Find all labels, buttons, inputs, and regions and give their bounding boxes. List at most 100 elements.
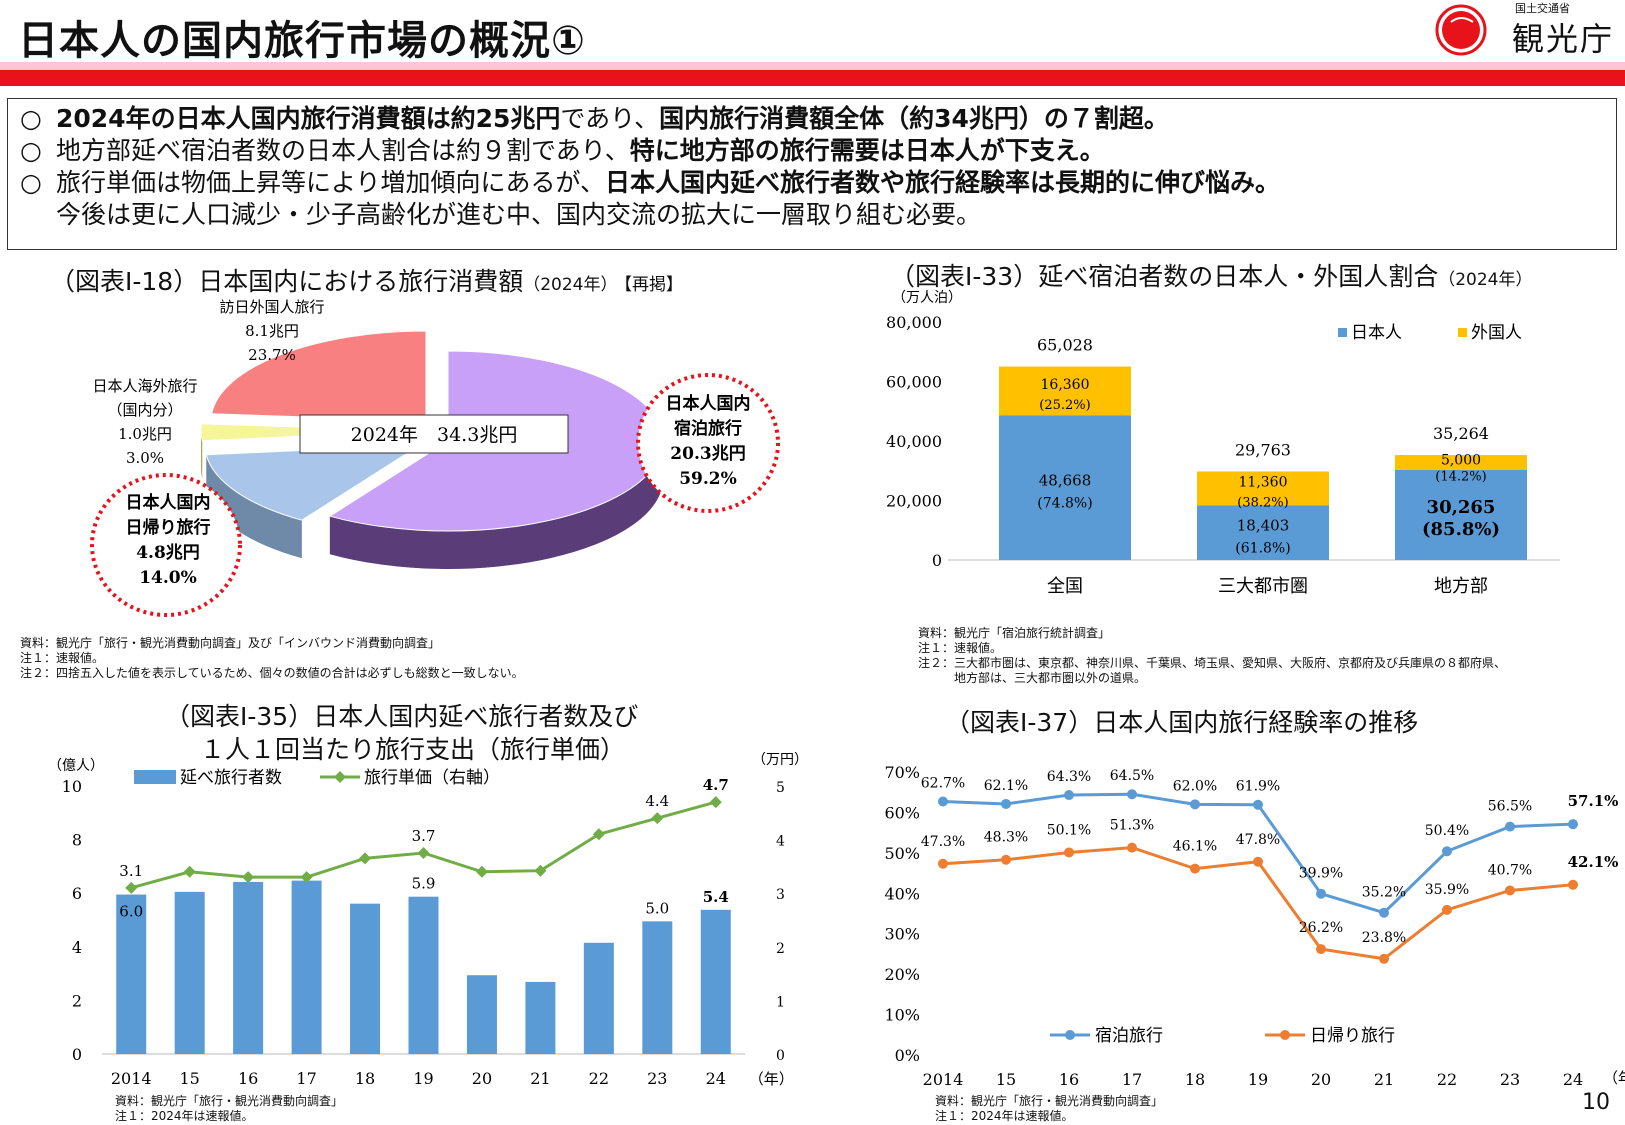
combo-xtick-label: 22 [589,1069,609,1088]
line-marker [1064,790,1074,801]
summary-emphasis: 国内旅行消費額全体（約34兆円）の７割超。 [659,104,1169,133]
combo-line-marker [709,796,722,809]
bar33-foreign-value: 11,360 [1239,474,1288,490]
combo-ytick-right: 2 [776,941,785,957]
combo-xtick-label: 2014 [111,1069,152,1088]
combo-legend-unit-price: 旅行単価（右軸） [364,768,500,788]
pie-slice-daytrip-side [206,454,302,559]
line-value-label: 40.7% [1488,862,1532,878]
bar33-foreign-pct: (25.2%) [1039,398,1090,413]
bar33-japanese-pct: (74.8%) [1037,496,1092,512]
line-ytick-label: 60% [884,803,920,822]
line-value-label: 23.8% [1362,930,1406,946]
pie-chart: 2024年 34.3兆円日本人国内宿泊旅行20.3兆円59.2%日本人国内日帰り… [90,298,780,617]
bar33-title-text: （図表Ⅰ-33）延べ宿泊者数の日本人・外国人割合 [890,262,1439,291]
summary-line: ○ 旅行単価は物価上昇等により増加傾向にあるが、日本人国内延べ旅行者数や旅行経験率… [20,163,1280,199]
combo-xtick-label: 17 [296,1069,316,1088]
combo-bar-value-label: 5.9 [412,875,436,893]
logo-ministry-text: 国土交通省 [1515,2,1570,15]
line-xtick-label: 24 [1563,1070,1583,1089]
bar33-ytick-label: 80,000 [886,313,942,332]
line-marker [1253,856,1263,867]
pie-daytrip-value: 4.8兆円 [136,543,200,563]
bar33-category-label: 三大都市圏 [1218,576,1308,597]
combo-bar-value-label: 5.0 [645,899,669,917]
pie-slice-inbound [211,330,427,422]
combo-ytick-right: 1 [776,994,785,1010]
line-value-label: 50.4% [1425,823,1469,839]
combo-line-value-label: 4.7 [703,776,729,794]
combo-title-line1: （図表Ⅰ-35）日本人国内延べ旅行者数及び [165,702,639,731]
line-xtick-label: 2014 [923,1070,964,1089]
summary-text: であり、 [560,104,660,133]
line-marker [1379,907,1389,918]
combo-ytick-left: 4 [72,938,82,957]
note-line: 資料：観光庁「旅行・観光消費動向調査」及び「インバウンド消費動向調査」 [20,636,441,650]
bar33-unit: （万人泊） [892,290,962,306]
line-marker [1064,847,1074,858]
combo-line-marker [417,847,430,859]
pie-center-label: 2024年 34.3兆円 [351,424,518,446]
bar33-title-year: （2024年） [1438,270,1533,290]
combo-bar [350,903,381,1054]
pie-overnight-value: 20.3兆円 [670,444,745,464]
bar33-foreign-pct: (38.2%) [1237,495,1288,510]
line-marker [1253,799,1263,810]
line-ytick-label: 30% [884,925,920,944]
combo-line-marker [651,812,664,825]
summary-line: ○ 地方部延べ宿泊者数の日本人割合は約９割であり、特に地方部の旅行需要は日本人が下… [20,131,1105,167]
line-notes: 資料：観光庁「旅行・観光消費動向調査」 注１：2024年は速報値。 [935,1094,1163,1124]
bar33-japanese-value: 18,403 [1237,517,1290,535]
combo-bar [174,891,205,1054]
bar33-bar-foreign [1197,471,1329,506]
line-legend-overnight: 宿泊旅行 [1095,1026,1163,1046]
pie-outbound-label: （国内分） [107,401,182,419]
combo-line-marker [125,881,138,894]
line-value-label: 39.9% [1299,866,1343,882]
line-value-label: 62.0% [1173,778,1217,794]
combo-line-marker [359,852,372,865]
combo-line-marker [183,865,196,878]
line-marker [1316,888,1326,899]
summary-bullet: ○ [20,136,42,165]
bar33-foreign-pct: (14.2%) [1435,470,1486,485]
note-line: 地方部は、三大都市圏以外の道県。 [918,671,1147,685]
line-value-label: 42.1% [1568,853,1619,871]
line-xtick-label: 16 [1059,1070,1079,1089]
pie-inbound-label: 訪日外国人旅行 [219,298,324,316]
bar33-notes: 資料：観光庁「宿泊旅行統計調査」 注１：速報値。 注２：三大都市圏は、東京都、神奈川… [918,626,1506,686]
line-value-label: 47.3% [921,834,965,850]
note-line: 注１：速報値。 [20,651,105,665]
note-line: 注１：2024年は速報値。 [115,1109,254,1123]
combo-ytick-right: 5 [776,780,785,796]
line-xtick-label: 20 [1311,1070,1331,1089]
line-marker [1568,819,1578,830]
pie-overnight-pct: 59.2% [679,469,737,489]
combo-year-unit: （年） [749,1070,794,1088]
combo-ytick-left: 2 [72,991,82,1010]
pie-highlight-circle-overnight [636,373,780,513]
bar33-legend-japanese: 日本人 [1351,323,1402,343]
pie-outbound-label: 日本人海外旅行 [92,377,197,395]
pie-outbound-pct: 3.0% [126,449,164,467]
bar33-category-label: 地方部 [1434,576,1488,597]
combo-bar-value-label: 6.0 [119,903,143,921]
line-xtick-label: 17 [1122,1070,1142,1089]
note-line: 資料：観光庁「旅行・観光消費動向調査」 [935,1094,1164,1108]
combo-xtick-label: 16 [238,1069,258,1088]
logo-sun-icon [1435,4,1487,56]
bar33-bar-foreign [999,366,1131,416]
combo-line-value-label: 3.7 [412,827,436,845]
combo-legend-marker [334,771,346,783]
combo-ytick-left: 6 [72,884,82,903]
combo-bar [466,975,497,1054]
combo-bar [408,896,439,1054]
bar33-foreign-value: 5,000 [1441,453,1481,469]
summary-text: 地方部延べ宿泊者数の日本人割合は約９割であり、 [56,136,630,165]
line-value-label: 61.9% [1236,779,1280,795]
bar33-bar-japanese [1197,505,1329,560]
combo-xtick-label: 15 [180,1069,200,1088]
summary-bullet: ○ [20,104,42,133]
bar33-legend-swatch-foreign [1458,328,1467,337]
